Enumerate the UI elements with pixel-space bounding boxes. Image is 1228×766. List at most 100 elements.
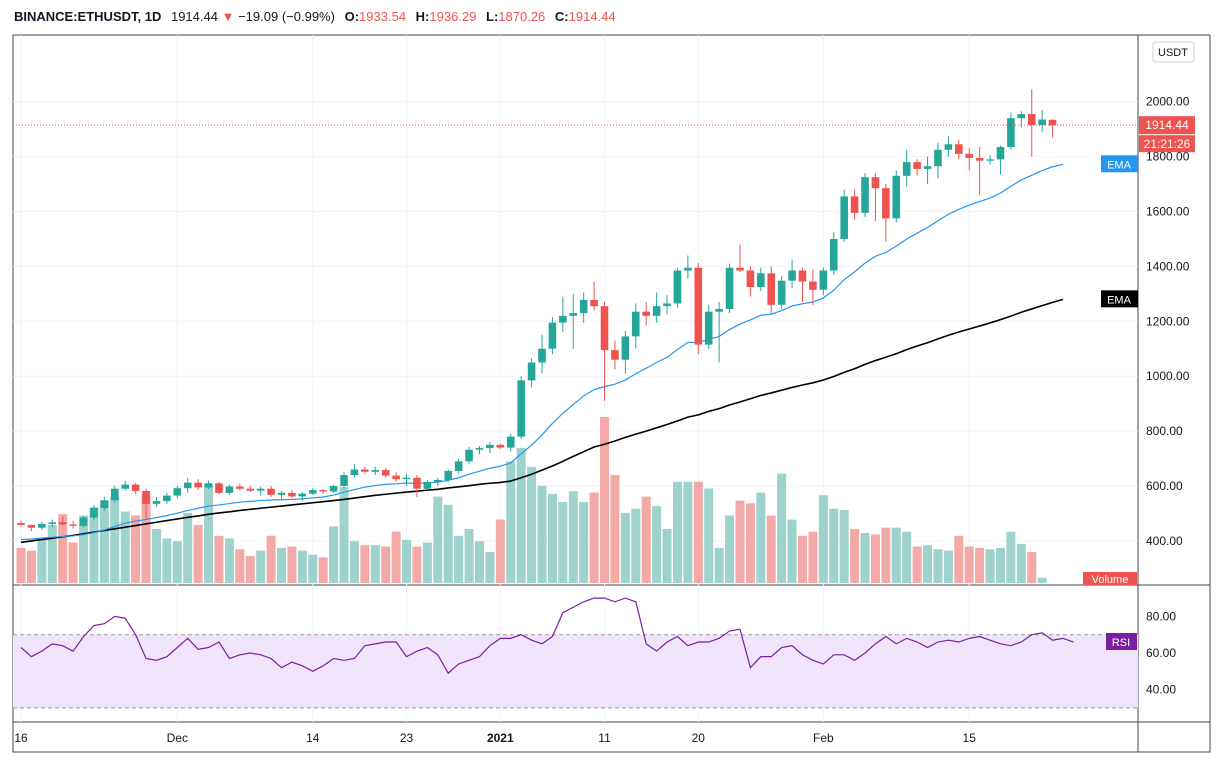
candle-body — [652, 306, 661, 316]
symbol-header: BINANCE:ETHUSDT, 1D 1914.44 ▼ −19.09 (−0… — [14, 9, 616, 24]
candle-body — [579, 299, 588, 314]
candle-body — [246, 488, 255, 491]
candle-body — [90, 507, 98, 518]
volume-bar — [474, 541, 484, 583]
volume-bar — [870, 534, 880, 583]
ema-slow-label: EMA — [1107, 294, 1132, 306]
candle-body — [381, 470, 390, 476]
volume-bar — [287, 546, 297, 583]
volume-bar — [131, 515, 141, 583]
volume-bar — [47, 524, 57, 583]
candle-body — [777, 280, 786, 305]
candle-body — [913, 162, 921, 169]
volume-bar — [214, 535, 224, 583]
candle-body — [736, 267, 744, 271]
high-value: 1936.29 — [429, 9, 477, 24]
ema-fast-badge — [1101, 155, 1138, 173]
candle-body — [152, 501, 161, 504]
candle-body — [69, 524, 77, 526]
candle-body — [58, 522, 67, 525]
symbol-label[interactable]: BINANCE:ETHUSDT, 1D — [14, 9, 162, 24]
ema-slow-line — [20, 298, 1064, 544]
volume-bar — [162, 538, 172, 583]
candle-body — [590, 299, 598, 307]
price-tick-label: 400.00 — [1146, 534, 1183, 548]
volume-bar — [245, 556, 255, 583]
candle-body — [538, 348, 546, 363]
volume-bar — [1027, 551, 1037, 583]
volume-bar — [933, 549, 943, 583]
volume-bar — [954, 535, 964, 583]
candle-body — [882, 188, 890, 219]
candle-body — [569, 313, 578, 316]
currency-badge[interactable] — [1152, 41, 1195, 63]
candle-body — [423, 481, 432, 489]
volume-bar — [422, 542, 432, 583]
candle-body — [704, 311, 713, 345]
volume-bar — [26, 550, 36, 583]
volume-bar — [902, 531, 912, 583]
last-price: 1914.44 — [170, 9, 218, 24]
volume-bar — [808, 531, 818, 583]
candle-body — [183, 482, 192, 489]
price-tick-label: 1400.00 — [1146, 259, 1190, 273]
volume-bar — [620, 512, 630, 583]
volume-bar — [204, 484, 214, 583]
candle-body — [131, 484, 140, 491]
volume-label-badge — [1083, 572, 1137, 585]
candle-body — [256, 488, 265, 491]
rsi-band — [13, 634, 1138, 708]
high-label: H: — [415, 9, 430, 24]
volume-bar — [662, 529, 672, 583]
candle-body — [1017, 114, 1026, 119]
time-tick-label: 14 — [306, 731, 320, 745]
candle-body — [17, 523, 25, 525]
volume-bar — [58, 514, 68, 583]
candle-body — [194, 482, 202, 488]
volume-bar — [568, 491, 578, 583]
candle-body — [506, 436, 515, 448]
volume-bar — [641, 496, 651, 583]
candle-body — [121, 484, 129, 489]
candle-body — [371, 470, 380, 472]
candle-body — [892, 175, 901, 219]
candle-body — [475, 448, 484, 450]
candle-body — [684, 267, 692, 271]
chart-frame — [12, 34, 1211, 753]
candle-body — [798, 270, 807, 282]
volume-bar — [652, 506, 662, 583]
volume-bar — [256, 550, 266, 583]
candle-body — [100, 500, 109, 508]
volume-bar — [391, 531, 401, 583]
candle-body — [298, 493, 307, 497]
time-tick-label: Feb — [813, 731, 834, 745]
volume-bar — [756, 492, 766, 583]
volume-bar — [537, 485, 547, 583]
price-tick-label: 1800.00 — [1146, 150, 1190, 164]
candle-body — [902, 162, 911, 176]
countdown-badge — [1139, 135, 1195, 153]
candle-body — [465, 449, 473, 462]
candle-body — [173, 488, 182, 496]
candle-body — [204, 483, 213, 488]
volume-bar — [818, 495, 828, 583]
candle-body — [673, 270, 682, 304]
candle-body — [642, 311, 650, 316]
candle-body — [548, 322, 557, 349]
volume-bar — [745, 503, 755, 583]
volume-bar — [683, 481, 693, 583]
volume-bar — [318, 557, 328, 583]
candle-body — [340, 475, 348, 486]
candle-body — [694, 267, 703, 345]
time-tick-label: 11 — [598, 731, 611, 745]
candle-body — [559, 315, 567, 323]
ema-fast-line — [20, 163, 1064, 541]
rsi-tick-label: 60.00 — [1146, 646, 1176, 660]
low-label: L: — [486, 9, 499, 24]
volume-label: Volume — [1092, 574, 1129, 586]
candle-body — [725, 267, 734, 309]
volume-bar — [99, 500, 109, 583]
candle-body — [361, 469, 369, 472]
low-value: 1870.26 — [498, 9, 546, 24]
